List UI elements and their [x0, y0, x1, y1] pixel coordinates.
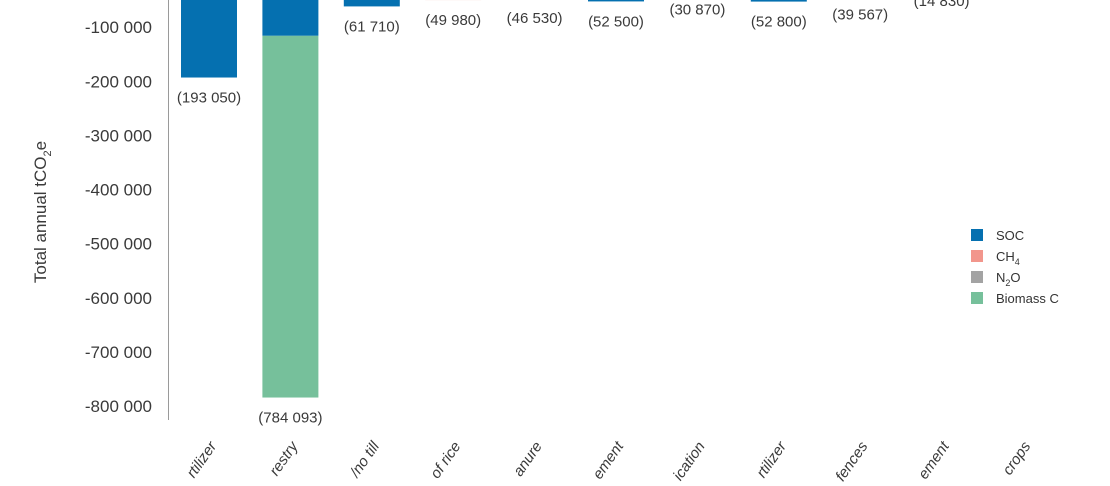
category-label: of rice: [427, 439, 464, 482]
legend-label: SOC: [996, 228, 1024, 243]
bar-segment-soc: [262, 0, 319, 36]
y-tick-label: -500 000: [85, 235, 152, 254]
category-label: anure: [510, 439, 546, 480]
y-tick-label: -600 000: [85, 289, 152, 308]
y-tick-label: -300 000: [85, 126, 152, 145]
legend-label: N2O: [996, 270, 1021, 288]
legend-swatch: [971, 229, 983, 241]
x-axis-labels: rtilizer restry/no till of rice anure ement i…: [183, 437, 1034, 484]
data-label: (52 500): [588, 13, 644, 30]
data-label: (49 980): [425, 12, 481, 29]
legend-swatch: [971, 271, 983, 283]
data-label: (39 567): [832, 6, 888, 23]
bar-segment-soc: [343, 0, 400, 7]
y-axis-title: Total annual tCO2e: [31, 141, 54, 283]
legend: SOC CH4 N2O Biomass C: [971, 228, 1059, 306]
category-label: crops: [999, 438, 1034, 478]
legend-swatch: [971, 292, 983, 304]
category-label: ication: [670, 439, 709, 484]
y-tick-label: -800 000: [85, 397, 152, 416]
data-labels: (193 050) (784 093) (61 710) (49 980) (46 53…: [177, 0, 970, 427]
legend-label: CH4: [996, 249, 1020, 267]
category-label: fences: [832, 438, 872, 484]
y-tick-label: -700 000: [85, 343, 152, 362]
legend-swatch: [971, 250, 983, 262]
data-label: (61 710): [344, 18, 400, 35]
bar-segment-soc: [588, 0, 644, 2]
data-label: (46 530): [507, 10, 563, 27]
bar-segment-soc: [181, 0, 237, 78]
legend-label: Biomass C: [996, 291, 1059, 306]
category-label: restry: [266, 437, 302, 479]
bar-segment-soc: [750, 0, 807, 2]
data-label: (30 870): [669, 2, 725, 19]
category-label: rtilizer: [183, 438, 220, 481]
data-label: (14 830): [914, 0, 970, 10]
data-label: (784 093): [258, 410, 322, 427]
y-tick-label: -100 000: [85, 18, 152, 37]
bar-segment-biomass-c: [262, 35, 319, 398]
y-tick-label: -400 000: [85, 181, 152, 200]
data-label: (52 800): [751, 14, 807, 31]
category-label: rtilizer: [753, 438, 790, 481]
category-label: /no till: [346, 438, 383, 481]
y-tick-label: -200 000: [85, 72, 152, 91]
category-label: ement: [915, 438, 953, 483]
bars: [181, 0, 807, 398]
data-label: (193 050): [177, 90, 241, 107]
y-axis: -100 000 -200 000 -300 000 -400 000 -500 000…: [85, 0, 169, 420]
category-label: ement: [589, 438, 627, 483]
